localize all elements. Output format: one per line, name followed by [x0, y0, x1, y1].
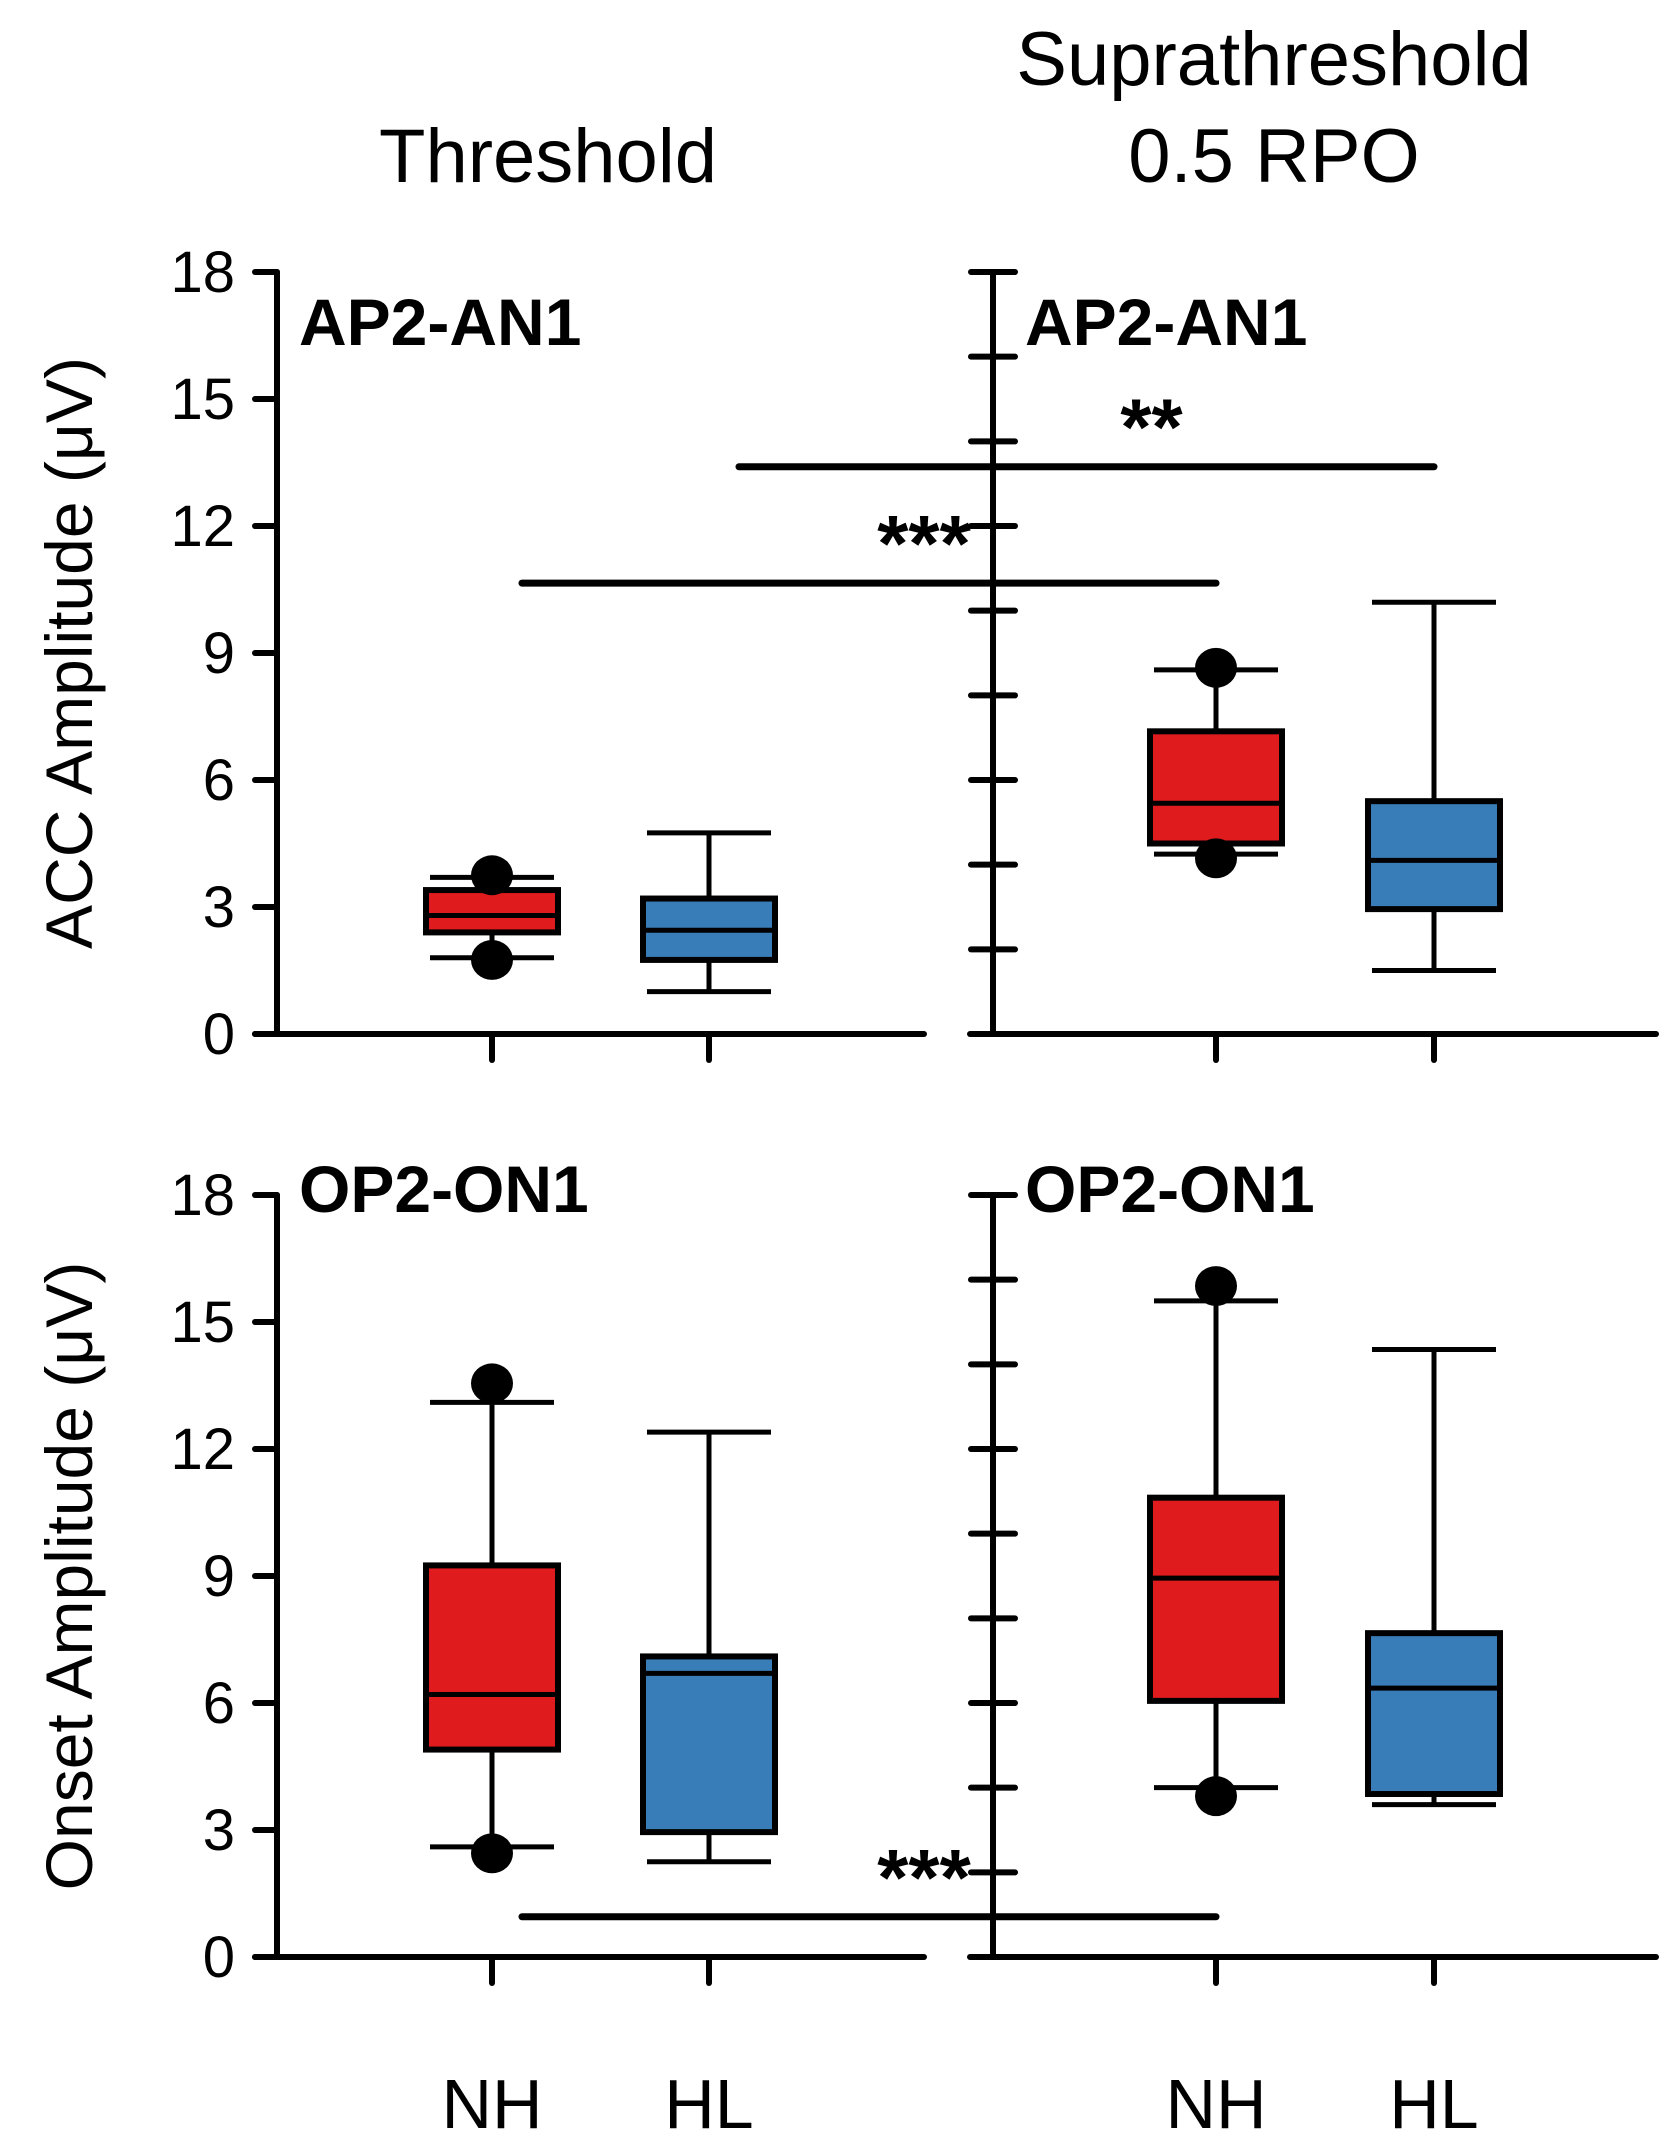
y-tick-label: 12 [170, 1417, 235, 1482]
box-nh [423, 1363, 561, 1874]
significance-label: *** [877, 499, 971, 588]
x-tick-label-hl: HL [664, 2065, 753, 2141]
iqr-box [423, 887, 561, 936]
box-hl [1365, 1347, 1503, 1808]
significance-marker: *** [518, 1833, 1220, 1922]
panel-label: OP2-ON1 [299, 1152, 589, 1226]
outlier-point [1195, 1266, 1237, 1306]
y-tick-label: 18 [170, 1163, 235, 1228]
column-title-suprathreshold: Suprathreshold [1016, 17, 1531, 102]
x-tick-label-nh: NH [1165, 2065, 1266, 2141]
significance-marker: ** [735, 383, 1438, 472]
y-tick-label: 15 [170, 367, 235, 432]
box-nh [1147, 647, 1285, 879]
y-tick-label: 3 [203, 875, 235, 940]
iqr-box [640, 1653, 778, 1836]
panel-label: OP2-ON1 [1025, 1152, 1315, 1226]
y-tick-label: 0 [203, 1925, 235, 1990]
outlier-point [471, 855, 513, 896]
outlier-point [471, 1833, 513, 1874]
y-axis-title-onset: Onset Amplitude (μV) [32, 1262, 106, 1891]
outlier-point [1195, 1776, 1237, 1817]
y-tick-label: 6 [203, 748, 235, 813]
panel-label: AP2-AN1 [299, 285, 581, 359]
significance-label: ** [1120, 383, 1183, 472]
outlier-point [471, 939, 513, 980]
y-tick-label: 6 [203, 1671, 235, 1736]
outlier-point [1195, 838, 1237, 879]
panel-bottom-right: NH HL OP2-ON1 [967, 1152, 1659, 2141]
x-tick-label-hl: HL [1389, 2065, 1478, 2141]
y-tick-label: 9 [203, 1544, 235, 1609]
iqr-box [1365, 1630, 1503, 1798]
y-tick-label: 9 [203, 621, 235, 686]
panel-top-right: AP2-AN1 [967, 269, 1659, 1063]
box-nh [1147, 1266, 1285, 1817]
y-tick-label: 18 [170, 240, 235, 305]
box-hl [640, 830, 778, 995]
outlier-point [471, 1363, 513, 1404]
y-tick-label: 0 [203, 1002, 235, 1067]
panel-label: AP2-AN1 [1025, 285, 1307, 359]
box-hl [640, 1429, 778, 1865]
box-nh [423, 855, 561, 980]
box-hl [1365, 599, 1503, 973]
column-title-rpo: 0.5 RPO [1128, 114, 1419, 199]
column-title-threshold: Threshold [379, 114, 717, 199]
panel-top-left: 0 3 6 9 12 15 18 AP2-AN1 [170, 240, 927, 1067]
y-tick-label: 3 [203, 1798, 235, 1863]
iqr-box [423, 1562, 561, 1753]
x-tick-label-nh: NH [441, 2065, 542, 2141]
y-tick-label: 12 [170, 494, 235, 559]
iqr-box [1147, 728, 1285, 847]
outlier-point [1195, 647, 1237, 688]
y-axis-title-acc: ACC Amplitude (μV) [32, 357, 106, 949]
significance-marker: *** [518, 499, 1220, 588]
significance-label: *** [877, 1833, 971, 1922]
iqr-box [1365, 798, 1503, 913]
iqr-box [1147, 1494, 1285, 1704]
panel-bottom-left: 0 3 6 9 12 15 18 NH HL OP2-ON1 [170, 1152, 927, 2141]
y-tick-label: 15 [170, 1290, 235, 1355]
